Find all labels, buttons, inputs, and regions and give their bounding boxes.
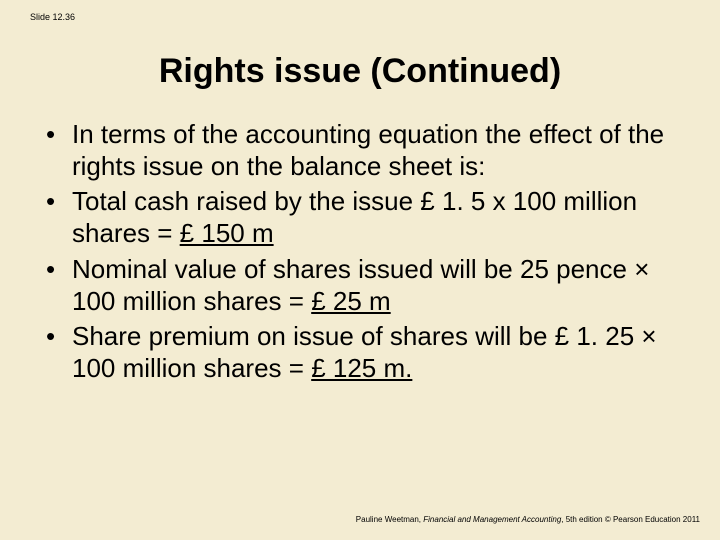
bullet-list: In terms of the accounting equation the … — [44, 119, 680, 385]
bullet-text: Total cash raised by the issue £ 1. 5 x … — [72, 186, 637, 248]
list-item: Nominal value of shares issued will be 2… — [44, 254, 680, 317]
bullet-text: In terms of the accounting equation the … — [72, 119, 664, 181]
slide-number: Slide 12.36 — [30, 12, 690, 22]
list-item: In terms of the accounting equation the … — [44, 119, 680, 182]
slide-title: Rights issue (Continued) — [30, 52, 690, 91]
footer-author: Pauline Weetman, — [356, 515, 423, 524]
slide-footer: Pauline Weetman, Financial and Managemen… — [356, 515, 700, 524]
footer-rest: , 5th edition © Pearson Education 2011 — [561, 515, 700, 524]
slide: Slide 12.36 Rights issue (Continued) In … — [0, 0, 720, 540]
list-item: Total cash raised by the issue £ 1. 5 x … — [44, 186, 680, 249]
bullet-underline: £ 150 m — [180, 218, 274, 248]
bullet-underline: £ 125 m. — [311, 353, 412, 383]
footer-book: Financial and Management Accounting — [423, 515, 561, 524]
slide-body: In terms of the accounting equation the … — [30, 119, 690, 385]
bullet-underline: £ 25 m — [311, 286, 391, 316]
list-item: Share premium on issue of shares will be… — [44, 321, 680, 384]
